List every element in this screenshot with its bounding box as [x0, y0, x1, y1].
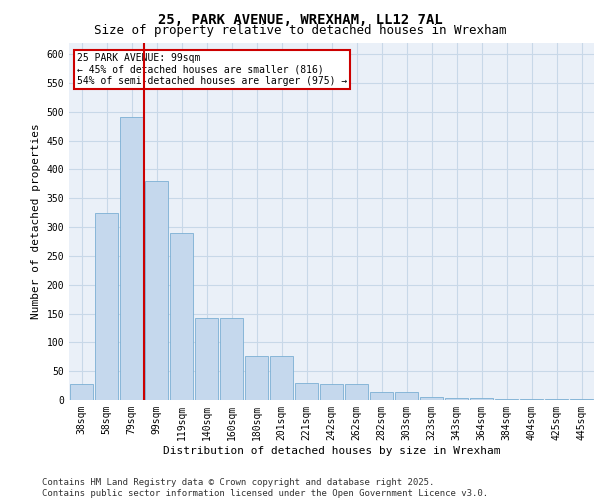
Bar	[320, 384, 343, 400]
Bar	[295, 382, 318, 400]
Bar	[395, 392, 418, 400]
Bar	[170, 233, 193, 400]
Bar	[495, 399, 518, 400]
Bar	[270, 356, 293, 400]
Bar	[470, 398, 493, 400]
Bar	[195, 318, 218, 400]
Bar	[245, 356, 268, 400]
Bar	[220, 318, 243, 400]
Bar	[445, 398, 468, 400]
X-axis label: Distribution of detached houses by size in Wrexham: Distribution of detached houses by size …	[163, 446, 500, 456]
Y-axis label: Number of detached properties: Number of detached properties	[31, 124, 41, 319]
Bar	[95, 212, 118, 400]
Bar	[70, 384, 93, 400]
Bar	[370, 392, 393, 400]
Bar	[120, 118, 143, 400]
Text: 25, PARK AVENUE, WREXHAM, LL12 7AL: 25, PARK AVENUE, WREXHAM, LL12 7AL	[158, 12, 442, 26]
Bar	[420, 396, 443, 400]
Bar	[145, 181, 168, 400]
Text: 25 PARK AVENUE: 99sqm
← 45% of detached houses are smaller (816)
54% of semi-det: 25 PARK AVENUE: 99sqm ← 45% of detached …	[77, 53, 347, 86]
Text: Size of property relative to detached houses in Wrexham: Size of property relative to detached ho…	[94, 24, 506, 37]
Text: Contains HM Land Registry data © Crown copyright and database right 2025.
Contai: Contains HM Land Registry data © Crown c…	[42, 478, 488, 498]
Bar	[345, 384, 368, 400]
